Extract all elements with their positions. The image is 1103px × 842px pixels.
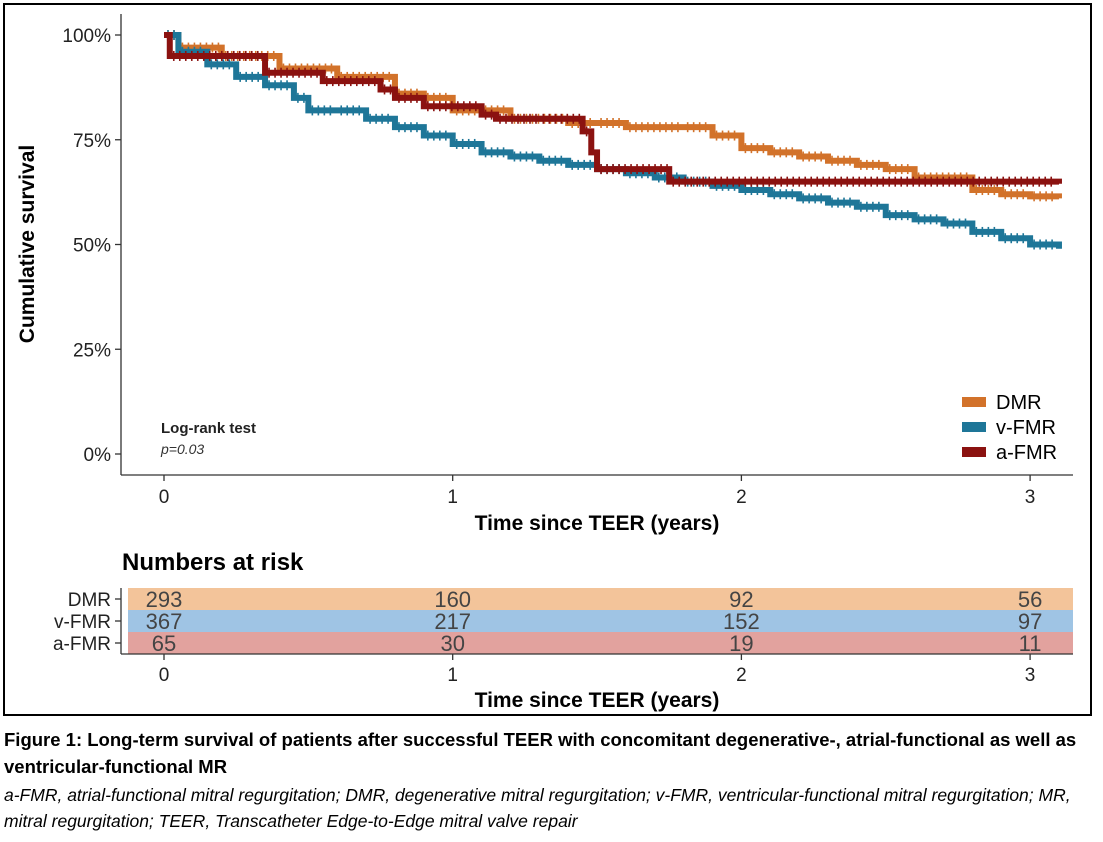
y-tick-label: 25%	[73, 340, 111, 361]
survival-figure: Cumulative survival Time since TEER (yea…	[16, 14, 1073, 712]
risk-x-tick-label: 2	[736, 665, 747, 686]
figure-frame	[3, 3, 1092, 716]
risk-band-dmr	[128, 588, 1073, 610]
series-a-fmr	[164, 32, 1062, 187]
risk-band-a-fmr	[128, 632, 1073, 654]
figure-caption: Figure 1: Long-term survival of patients…	[4, 726, 1096, 834]
series-v-fmr	[164, 30, 1062, 250]
x-axis-title: Time since TEER (years)	[475, 512, 720, 535]
risk-cell: 160	[434, 587, 471, 612]
legend-key-v-fmr	[962, 422, 986, 432]
x-tick-label: 1	[447, 487, 458, 508]
risk-cell: 293	[146, 587, 183, 612]
risk-cell: 56	[1018, 587, 1042, 612]
y-axis-ticks: 0% 25% 50% 75% 100%	[62, 26, 121, 466]
risk-row-label: DMR	[68, 590, 111, 611]
y-tick-label: 50%	[73, 236, 111, 257]
risk-row-label: a-FMR	[53, 634, 111, 655]
risk-cell: 30	[440, 631, 464, 656]
y-tick-label: 100%	[62, 26, 111, 47]
y-axis-title: Cumulative survival	[16, 145, 39, 343]
risk-cell: 11	[1019, 631, 1042, 656]
risk-row-label: v-FMR	[54, 612, 111, 633]
y-tick-label: 0%	[84, 445, 112, 466]
risk-cell: 65	[152, 631, 176, 656]
risk-cell: 92	[729, 587, 753, 612]
risk-cell: 97	[1018, 609, 1042, 634]
risk-cell: 367	[146, 609, 183, 634]
risk-x-axis-title: Time since TEER (years)	[475, 689, 720, 712]
risk-x-tick-label: 3	[1025, 665, 1036, 686]
legend-label-v-fmr: v-FMR	[996, 417, 1056, 439]
km-lines	[164, 30, 1062, 250]
legend-label-a-fmr: a-FMR	[996, 442, 1057, 464]
y-tick-label: 75%	[73, 131, 111, 152]
x-tick-label: 3	[1025, 487, 1036, 508]
risk-x-tick-label: 1	[447, 665, 458, 686]
caption-title: Figure 1: Long-term survival of patients…	[4, 729, 1077, 777]
risk-x-tick-label: 0	[159, 665, 170, 686]
risk-cell: 19	[729, 631, 753, 656]
legend-key-dmr	[962, 397, 986, 407]
x-tick-label: 2	[736, 487, 747, 508]
series-dmr	[164, 30, 1062, 202]
legend-label-dmr: DMR	[996, 392, 1042, 414]
logrank-title: Log-rank test	[161, 420, 256, 437]
risk-band-v-fmr	[128, 610, 1073, 632]
risk-table-panel: Numbers at risk 293 160 92 56 367 217 152 97 65 3…	[53, 549, 1073, 712]
caption-text: a-FMR, atrial-functional mitral regurgit…	[4, 785, 1071, 831]
risk-cells: 293 160 92 56 367 217 152 97 65 30 19 11	[146, 587, 1043, 656]
x-tick-label: 0	[159, 487, 170, 508]
risk-x-axis-ticks: 0 1 2 3	[159, 654, 1036, 686]
survival-curve-a-fmr	[164, 32, 1062, 185]
risk-cell: 152	[723, 609, 760, 634]
x-axis-ticks: 0 1 2 3	[159, 475, 1036, 508]
legend-key-a-fmr	[962, 447, 986, 457]
risk-bands	[128, 588, 1073, 654]
km-plot-panel: Cumulative survival Time since TEER (yea…	[16, 14, 1073, 535]
risk-cell: 217	[434, 609, 471, 634]
logrank-p-value: p=0.03	[160, 441, 204, 457]
legend: DMR v-FMR a-FMR	[962, 392, 1057, 464]
risk-table-title: Numbers at risk	[122, 549, 304, 576]
